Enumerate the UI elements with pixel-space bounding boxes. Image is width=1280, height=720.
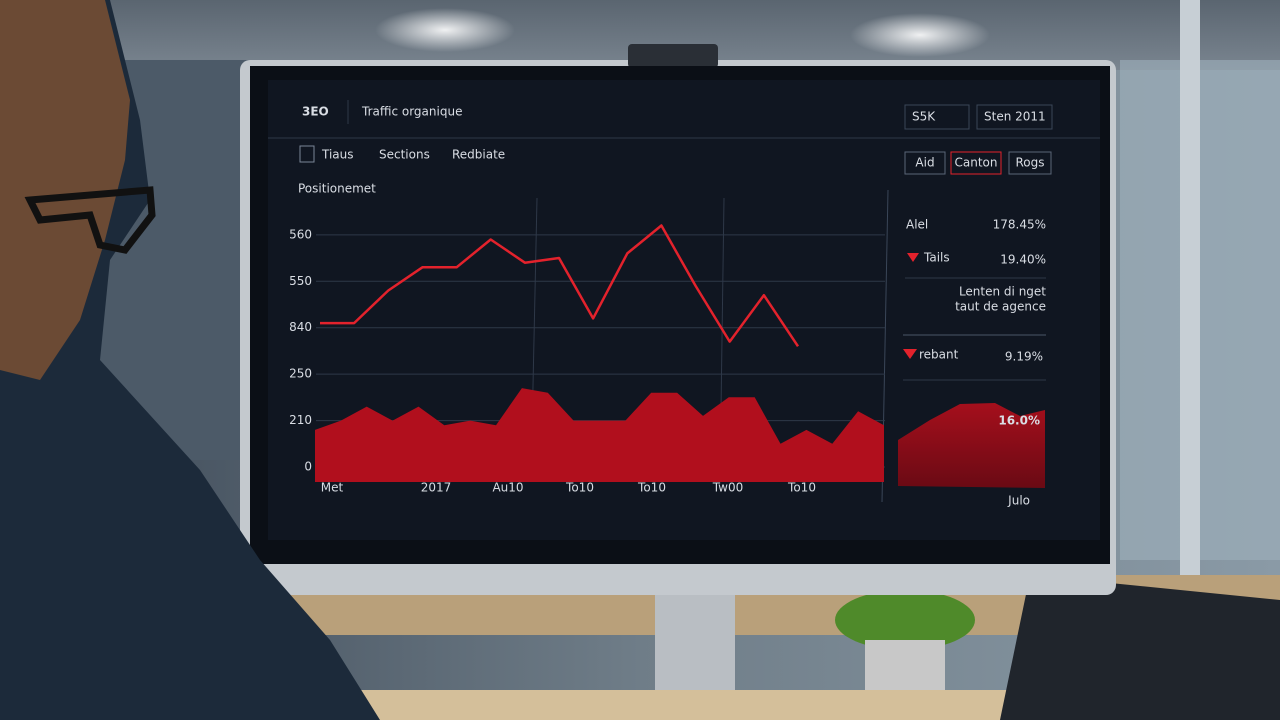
stat-label: rebant: [919, 348, 959, 362]
area: [315, 388, 884, 482]
select[interactable]: [976, 104, 1053, 130]
x-tick-label: Au10: [492, 481, 523, 495]
side-area-label: Julo: [1007, 494, 1030, 508]
stat-value: 19.40%: [1000, 253, 1046, 267]
y-tick-label: 0: [304, 460, 312, 474]
plant-pot: [865, 640, 945, 690]
button[interactable]: [1008, 151, 1052, 175]
line: [320, 224, 800, 347]
tab[interactable]: Sections: [379, 148, 430, 162]
logo: 3EO: [302, 105, 329, 119]
ceiling-light: [850, 13, 990, 57]
note: Lenten di nget: [959, 285, 1046, 299]
select-label: Sten 2011: [984, 110, 1046, 124]
button[interactable]: [950, 151, 1002, 175]
x-tick-label: Met: [321, 481, 344, 495]
y-tick-label: 550: [289, 274, 312, 288]
tab[interactable]: Redbiate: [452, 148, 505, 162]
monitor-stand: [655, 580, 735, 690]
tab-icon: [299, 145, 315, 163]
glasses: [24, 186, 156, 254]
y-tick-label: 210: [289, 413, 312, 427]
plot: 0 210 250 840 550 560 Met 2017 Au10 To10 To10 Tw00 T…: [289, 224, 885, 495]
y-tick-label: 560: [289, 227, 312, 241]
side-area-value: 16.0%: [998, 414, 1040, 428]
button-label: Canton: [955, 156, 998, 170]
x-tick-label: 2017: [421, 481, 452, 495]
stat-label: Alel: [906, 218, 928, 232]
laptop: [1000, 575, 1280, 720]
x-tick-label: To10: [565, 481, 594, 495]
plant: [835, 590, 975, 650]
person-head: [0, 0, 130, 380]
button-label: Aid: [915, 156, 934, 170]
ceiling-light: [375, 8, 515, 52]
side-area: [898, 403, 1045, 488]
down-arrow: [907, 253, 919, 262]
button-label: Rogs: [1015, 156, 1044, 170]
window-frame: [1180, 0, 1200, 600]
x-tick-label: Tw00: [712, 481, 743, 495]
down-arrow: [903, 349, 917, 359]
webcam: [628, 44, 718, 68]
y-tick-label: 250: [289, 367, 312, 381]
select-label: S5K: [912, 110, 936, 124]
button[interactable]: [904, 151, 946, 175]
page-title: Traffic organique: [361, 105, 462, 119]
chart-title: Positionemet: [298, 182, 376, 196]
stat-value: 178.45%: [993, 218, 1046, 232]
y-tick-label: 840: [289, 320, 312, 334]
select[interactable]: [904, 104, 970, 130]
stat-label: Tails: [923, 251, 950, 265]
stat-value: 9.19%: [1005, 350, 1043, 364]
note: taut de agence: [955, 300, 1046, 314]
tab[interactable]: Tiaus: [321, 148, 354, 162]
x-tick-label: To10: [637, 481, 666, 495]
x-tick-label: To10: [787, 481, 816, 495]
